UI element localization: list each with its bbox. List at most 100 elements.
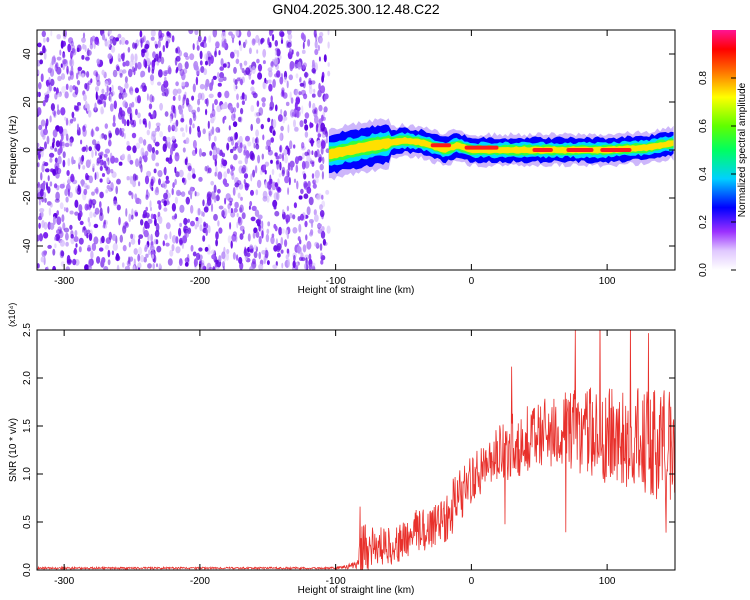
- noise-cell: [64, 188, 69, 196]
- noise-cell: [245, 135, 250, 142]
- noise-cell: [118, 58, 122, 62]
- noise-cell: [121, 53, 125, 62]
- noise-cell: [304, 112, 310, 119]
- noise-cell: [165, 179, 170, 184]
- noise-cell: [124, 40, 129, 45]
- noise-cell: [94, 207, 100, 215]
- noise-cell: [321, 194, 324, 200]
- noise-cell: [147, 65, 151, 73]
- noise-cell: [44, 197, 47, 203]
- noise-cell: [39, 213, 42, 219]
- noise-cell: [95, 186, 99, 195]
- noise-cell: [324, 93, 329, 100]
- noise-cell: [112, 114, 116, 124]
- noise-cell: [214, 263, 218, 268]
- noise-cell: [92, 139, 97, 146]
- noise-cell: [67, 179, 71, 185]
- noise-cell: [63, 207, 66, 212]
- colorbar-tick-label: 0.6: [698, 119, 709, 133]
- noise-cell: [89, 159, 92, 165]
- noise-cell: [134, 62, 138, 72]
- noise-cell: [263, 164, 267, 170]
- noise-cell: [117, 33, 122, 39]
- noise-cell: [191, 95, 195, 101]
- noise-cell: [314, 214, 319, 223]
- noise-cell: [86, 71, 90, 78]
- noise-cell: [158, 50, 162, 59]
- noise-cell: [65, 196, 69, 203]
- noise-cell: [258, 235, 262, 245]
- noise-cell: [198, 148, 202, 158]
- noise-cell: [238, 135, 243, 145]
- y-tick-label: 0.0: [22, 563, 33, 577]
- noise-cell: [286, 80, 289, 89]
- noise-cell: [184, 81, 189, 88]
- noise-cell: [128, 68, 133, 78]
- noise-cell: [233, 66, 237, 74]
- noise-cell: [91, 128, 94, 138]
- noise-cell: [131, 66, 135, 73]
- noise-cell: [222, 265, 225, 270]
- noise-cell: [61, 214, 65, 223]
- noise-cell: [307, 39, 311, 47]
- noise-cell: [89, 42, 94, 50]
- noise-cell: [81, 55, 85, 60]
- noise-cell: [300, 32, 305, 40]
- noise-cell: [293, 254, 296, 262]
- noise-cell: [311, 93, 316, 98]
- noise-cell: [300, 89, 306, 96]
- x-tick-label: -300: [54, 276, 74, 287]
- noise-cell: [260, 38, 263, 45]
- noise-cell: [255, 231, 260, 239]
- colorbar-tick-label: 0.0: [698, 263, 709, 277]
- noise-cell: [314, 241, 319, 248]
- noise-cell: [37, 234, 40, 242]
- noise-cell: [129, 112, 133, 121]
- noise-cell: [50, 103, 56, 112]
- noise-cell: [139, 30, 143, 38]
- noise-cell: [286, 248, 290, 254]
- noise-cell: [212, 75, 217, 80]
- noise-cell: [262, 134, 265, 141]
- noise-cell: [148, 112, 152, 117]
- noise-cell: [326, 225, 331, 234]
- noise-cell: [53, 86, 57, 92]
- noise-cell: [218, 227, 223, 234]
- noise-cell: [252, 137, 255, 144]
- noise-cell: [64, 91, 69, 99]
- noise-cell: [320, 140, 326, 149]
- noise-cell: [59, 202, 64, 210]
- noise-cell: [39, 208, 45, 213]
- noise-cell: [276, 245, 281, 253]
- noise-cell: [73, 236, 79, 243]
- noise-cell: [274, 152, 278, 157]
- noise-cell: [170, 110, 174, 116]
- noise-cell: [268, 187, 272, 197]
- noise-cell: [137, 95, 141, 104]
- noise-cell: [311, 173, 315, 179]
- noise-cell: [99, 201, 102, 208]
- noise-cell: [208, 93, 214, 99]
- noise-cell: [235, 85, 238, 90]
- noise-cell: [296, 180, 299, 190]
- snr-xlabel: Height of straight line (km): [298, 585, 415, 596]
- noise-cell: [60, 250, 65, 257]
- noise-cell: [74, 86, 79, 95]
- noise-cell: [105, 165, 108, 170]
- noise-cell: [309, 231, 313, 237]
- noise-cell: [158, 69, 163, 78]
- noise-cell: [56, 109, 61, 115]
- noise-cell: [202, 128, 206, 135]
- noise-cell: [77, 66, 83, 72]
- noise-cell: [167, 141, 171, 149]
- noise-cell: [85, 144, 88, 153]
- noise-cell: [152, 110, 155, 119]
- noise-cell: [194, 30, 199, 36]
- noise-cell: [220, 58, 224, 67]
- noise-cell: [152, 213, 157, 220]
- noise-cell: [192, 113, 197, 122]
- noise-cell: [255, 246, 258, 252]
- noise-cell: [289, 109, 295, 118]
